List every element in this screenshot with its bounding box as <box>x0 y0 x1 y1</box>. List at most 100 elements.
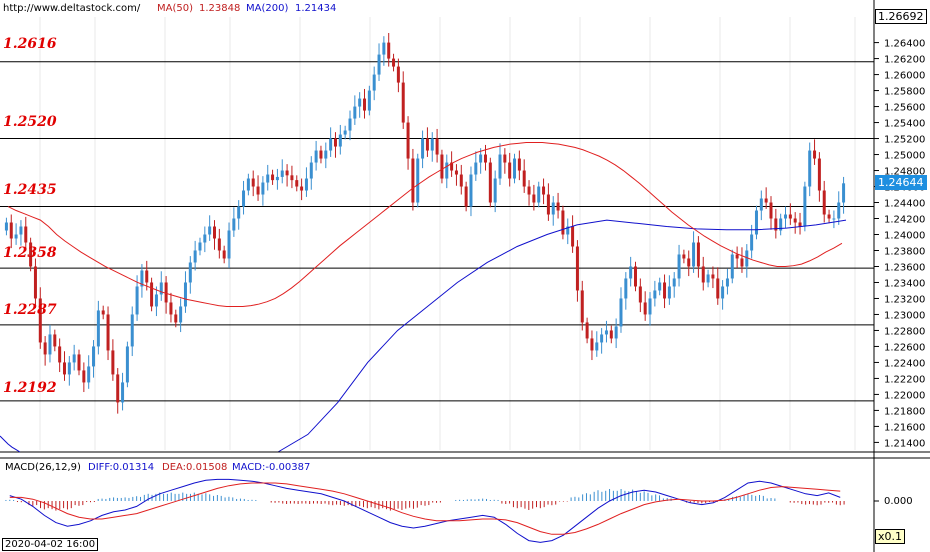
level-label-6: 1.2192 <box>3 380 57 396</box>
candle-body <box>754 210 758 235</box>
axis-tick-label: 1.26200 <box>884 55 925 66</box>
date-box: 2020-04-02 16:00 <box>2 538 99 551</box>
candle-body <box>513 158 517 179</box>
grid-lines <box>39 17 856 450</box>
candle-body <box>658 282 662 291</box>
candle-body <box>87 366 91 383</box>
candle-body <box>663 282 667 299</box>
candle-body <box>242 190 246 207</box>
axis-tick-label: 1.24000 <box>884 231 925 242</box>
candle-body <box>92 346 96 367</box>
macd-title: MACD(26,12,9) <box>5 462 81 473</box>
candle-body <box>392 58 396 67</box>
macd-panel <box>5 478 879 543</box>
candle-body <box>401 82 405 123</box>
candle-body <box>546 194 550 215</box>
candlesticks <box>4 32 846 414</box>
candle-body <box>387 42 391 59</box>
axis-tick-label: 1.25000 <box>884 151 925 162</box>
scale-box[interactable]: x0.1 <box>875 529 906 544</box>
candle-body <box>300 186 304 191</box>
axis-tick-label: 1.21800 <box>884 406 925 417</box>
candle-body <box>227 230 231 259</box>
candle-body <box>217 238 221 251</box>
candle-body <box>324 150 328 159</box>
ma200-label: MA(200) <box>246 3 289 14</box>
axis-tick-label: 1.23400 <box>884 278 925 289</box>
candle-body <box>353 106 357 119</box>
candle-body <box>382 42 386 55</box>
candle-body <box>571 226 575 247</box>
candle-body <box>203 234 207 243</box>
candle-body <box>580 290 584 323</box>
axis-tick-label: 1.22600 <box>884 342 925 353</box>
candle-body <box>72 354 76 363</box>
candle-body <box>96 310 100 347</box>
candle-body <box>43 342 47 355</box>
candle-body <box>624 278 628 299</box>
candle-body <box>266 174 270 183</box>
axis-tick-label: 1.23200 <box>884 294 925 305</box>
candle-body <box>725 278 729 287</box>
candle-body <box>469 174 473 207</box>
candle-body <box>237 206 241 219</box>
candle-body <box>280 170 284 177</box>
macd-value: MACD:-0.00387 <box>232 462 311 473</box>
axis-tick-label: 1.22400 <box>884 358 925 369</box>
candle-body <box>435 138 439 155</box>
candle-body <box>803 186 807 227</box>
candle-body <box>440 154 444 179</box>
candle-body <box>682 254 686 259</box>
candle-body <box>314 150 318 163</box>
ma50-value: 1.23848 <box>199 3 241 14</box>
candle-body <box>798 222 802 227</box>
candle-body <box>106 314 110 351</box>
candle-body <box>508 162 512 179</box>
candle-body <box>556 202 560 211</box>
candle-body <box>503 154 507 163</box>
candle-body <box>532 194 536 203</box>
candle-body <box>358 98 362 107</box>
candle-body <box>411 158 415 203</box>
candle-body <box>188 262 192 283</box>
candle-body <box>271 174 275 181</box>
level-label-5: 1.2287 <box>3 302 57 318</box>
candle-body <box>842 183 846 203</box>
candle-body <box>817 158 821 191</box>
candle-body <box>832 218 836 220</box>
candle-body <box>58 346 62 363</box>
candle-body <box>53 334 57 347</box>
candle-body <box>721 286 725 299</box>
ma200-value: 1.21434 <box>295 3 337 14</box>
candle-body <box>33 266 37 299</box>
candle-body <box>590 338 594 351</box>
candle-body <box>561 210 565 235</box>
candle-body <box>638 286 642 303</box>
candle-body <box>290 175 294 181</box>
candle-body <box>329 138 333 151</box>
candle-body <box>169 302 173 315</box>
candle-body <box>343 130 347 135</box>
candle-body <box>416 158 420 203</box>
candle-body <box>421 138 425 159</box>
candle-body <box>135 286 139 315</box>
candle-body <box>256 186 260 195</box>
candle-body <box>566 226 570 235</box>
candle-body <box>764 198 768 203</box>
candle-body <box>788 214 792 219</box>
candle-body <box>759 198 763 211</box>
horizontal-levels <box>0 61 874 402</box>
candle-body <box>29 242 33 267</box>
candle-body <box>48 334 52 355</box>
candle-body <box>667 286 671 299</box>
candle-body <box>145 270 149 283</box>
candle-body <box>498 154 502 179</box>
candle-body <box>232 218 236 231</box>
candle-body <box>348 118 352 131</box>
candle-body <box>14 234 18 239</box>
candle-body <box>619 298 623 327</box>
candle-body <box>648 298 652 315</box>
candle-body <box>629 266 633 279</box>
candle-body <box>140 270 144 287</box>
candle-body <box>261 182 265 195</box>
